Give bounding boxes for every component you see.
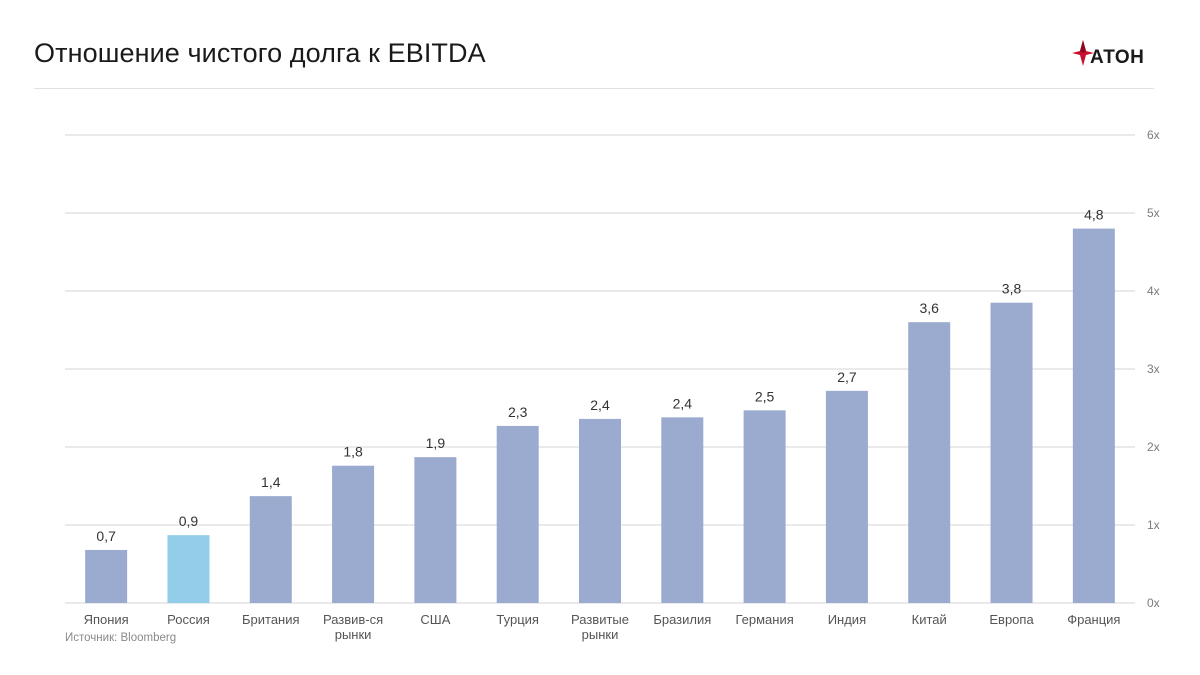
category-label: Развитые (571, 612, 629, 627)
category-label: Индия (828, 612, 866, 627)
bar (908, 322, 951, 603)
data-label: 0,7 (96, 528, 116, 544)
category-label: Бразилия (653, 612, 711, 627)
data-label: 2,4 (590, 397, 610, 413)
y-tick-label: 6x (1147, 128, 1160, 142)
bar (85, 549, 128, 603)
bar (1072, 228, 1115, 603)
category-label: рынки (582, 627, 619, 642)
data-label: 1,4 (261, 474, 281, 490)
bar (332, 465, 375, 603)
aton-logo: АТОН (1072, 40, 1162, 70)
data-label: 2,7 (837, 369, 857, 385)
data-label: 3,8 (1002, 281, 1022, 297)
category-label: Франция (1067, 612, 1120, 627)
category-label: США (420, 612, 450, 627)
data-label: 2,5 (755, 388, 775, 404)
data-label: 1,9 (426, 435, 446, 451)
category-label: Китай (912, 612, 947, 627)
data-label: 2,3 (508, 404, 528, 420)
category-label: Европа (989, 612, 1034, 627)
category-label: Россия (167, 612, 210, 627)
bar (743, 410, 786, 603)
bar (990, 302, 1033, 603)
aton-logo-mark-icon (1072, 40, 1094, 66)
data-label: 2,4 (673, 395, 693, 411)
bar (167, 535, 210, 603)
y-tick-label: 2x (1147, 440, 1160, 454)
bar (496, 425, 539, 603)
data-label: 4,8 (1084, 207, 1104, 223)
bar (661, 417, 704, 603)
y-tick-label: 4x (1147, 284, 1160, 298)
logo-text: АТОН (1090, 47, 1145, 68)
data-label: 0,9 (179, 513, 199, 529)
bar (414, 457, 457, 603)
category-label: рынки (335, 627, 372, 642)
data-label: 1,8 (343, 444, 363, 460)
category-label: Германия (735, 612, 793, 627)
data-label: 3,6 (919, 300, 939, 316)
category-label: Турция (496, 612, 539, 627)
category-label: Британия (242, 612, 300, 627)
bar (579, 418, 621, 603)
bar (825, 390, 868, 603)
category-label: Развив-ся (323, 612, 383, 627)
category-label: Япония (84, 612, 129, 627)
y-tick-label: 5x (1147, 206, 1160, 220)
y-tick-label: 1x (1147, 518, 1160, 532)
bar (249, 496, 292, 603)
y-tick-label: 0x (1147, 596, 1160, 610)
page-title: Отношение чистого долга к EBITDA (34, 38, 486, 68)
source-note: Источник: Bloomberg (65, 632, 177, 644)
header-divider (34, 88, 1154, 89)
y-tick-label: 3x (1147, 362, 1160, 376)
